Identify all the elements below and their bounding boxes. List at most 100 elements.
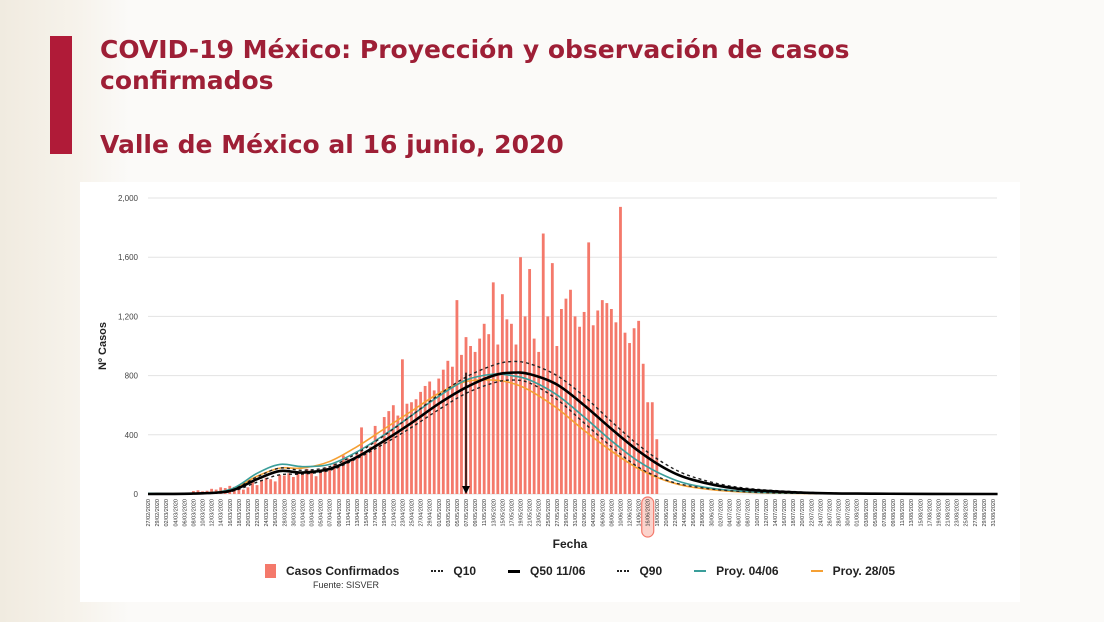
x-tick-label: 03/08/2020 bbox=[864, 499, 870, 527]
x-tick-label: 28/06/2020 bbox=[700, 499, 706, 527]
bar bbox=[237, 488, 241, 494]
x-tick-label: 31/05/2020 bbox=[573, 499, 579, 527]
x-tick-label: 08/07/2020 bbox=[746, 499, 752, 527]
x-tick-label: 25/08/2020 bbox=[964, 499, 970, 527]
bar bbox=[482, 323, 486, 494]
x-tick-label: 17/08/2020 bbox=[927, 499, 933, 527]
line-proy-0406 bbox=[147, 373, 998, 495]
bar bbox=[437, 378, 441, 494]
x-tick-label: 08/03/2020 bbox=[191, 499, 197, 527]
bar bbox=[600, 300, 604, 494]
bar bbox=[609, 309, 613, 494]
line-q50 bbox=[147, 371, 998, 496]
bar bbox=[637, 320, 641, 494]
bar bbox=[641, 363, 645, 494]
bar bbox=[650, 402, 654, 494]
x-tick-label: 03/05/2020 bbox=[446, 499, 452, 527]
x-tick-label: 11/04/2020 bbox=[346, 499, 352, 526]
y-axis-label: Nº Casos bbox=[97, 322, 109, 370]
x-tick-label: 29/05/2020 bbox=[564, 499, 570, 527]
y-tick-label: 1,200 bbox=[118, 312, 139, 321]
bar bbox=[441, 369, 445, 494]
x-tick-label: 15/05/2020 bbox=[500, 499, 506, 527]
bar bbox=[373, 425, 377, 494]
line-q90 bbox=[147, 360, 998, 495]
x-tick-label: 07/04/2020 bbox=[328, 499, 334, 527]
bar bbox=[269, 479, 273, 494]
x-tick-label: 21/08/2020 bbox=[946, 499, 952, 527]
bar bbox=[560, 309, 563, 494]
x-tick-label: 03/04/2020 bbox=[310, 499, 316, 527]
x-tick-label: 21/05/2020 bbox=[528, 499, 534, 527]
bar bbox=[423, 385, 427, 494]
x-tick-label: 29/08/2020 bbox=[982, 499, 988, 527]
peak-marker-arrowhead bbox=[462, 486, 471, 494]
bar bbox=[278, 474, 282, 494]
bar bbox=[305, 468, 309, 494]
legend-swatch-proy-2805 bbox=[810, 570, 823, 572]
legend-swatch-proy-0406 bbox=[694, 570, 707, 572]
bar bbox=[323, 467, 327, 494]
legend-item-q90: Q90 bbox=[617, 564, 662, 578]
legend-swatch-q10 bbox=[431, 570, 444, 572]
gridlines bbox=[148, 197, 997, 495]
x-tick-label: 05/04/2020 bbox=[319, 499, 325, 527]
bar bbox=[578, 326, 581, 494]
slide-title: COVID-19 México: Proyección y observació… bbox=[100, 35, 850, 95]
x-tick-label: 13/04/2020 bbox=[355, 499, 361, 527]
bar bbox=[491, 282, 495, 494]
bar-series bbox=[169, 206, 659, 494]
bar bbox=[469, 346, 472, 494]
x-tick-label: 23/05/2020 bbox=[537, 499, 543, 527]
bar bbox=[487, 334, 491, 494]
x-tick-label: 23/04/2020 bbox=[400, 499, 406, 527]
x-tick-label: 11/05/2020 bbox=[482, 499, 488, 526]
legend-item-q10: Q10 bbox=[431, 564, 476, 578]
bar bbox=[605, 303, 609, 494]
line-q10 bbox=[147, 379, 998, 495]
slide-subtitle: Valle de México al 16 junio, 2020 bbox=[100, 130, 564, 159]
x-tick-label: 02/03/2020 bbox=[164, 499, 170, 527]
legend-label: Q90 bbox=[639, 564, 663, 578]
x-tick-label: 16/03/2020 bbox=[228, 499, 234, 527]
x-tick-label: 09/04/2020 bbox=[337, 499, 343, 527]
x-tick-label: 20/07/2020 bbox=[800, 499, 806, 527]
legend-label: Q50 11/06 bbox=[530, 564, 586, 578]
bar bbox=[500, 294, 504, 494]
bar bbox=[351, 459, 354, 494]
bar bbox=[460, 354, 463, 494]
bar bbox=[632, 328, 636, 494]
x-tick-label: 12/03/2020 bbox=[210, 499, 216, 527]
x-tick-label: 26/03/2020 bbox=[273, 499, 279, 527]
bar bbox=[310, 470, 313, 494]
x-tick-label: 02/06/2020 bbox=[582, 499, 588, 527]
bar bbox=[219, 487, 223, 494]
x-tick-label: 27/02/2020 bbox=[146, 499, 152, 527]
bar bbox=[328, 468, 332, 494]
bar bbox=[364, 452, 368, 494]
bar bbox=[396, 415, 400, 494]
bar bbox=[569, 289, 572, 494]
x-tick-label: 27/04/2020 bbox=[419, 499, 425, 527]
legend: Casos Confirmados Q10 Q50 11/06 Q90 Proy… bbox=[265, 563, 927, 579]
x-tick-label: 25/05/2020 bbox=[546, 499, 552, 527]
bar bbox=[260, 479, 263, 494]
x-tick-label: 10/07/2020 bbox=[755, 499, 761, 527]
x-tick-label: 06/07/2020 bbox=[737, 499, 743, 527]
x-tick-label: 27/05/2020 bbox=[555, 499, 561, 527]
x-tick-label: 02/07/2020 bbox=[718, 499, 724, 527]
x-tick-label: 21/04/2020 bbox=[391, 499, 397, 527]
x-tick-label: 26/07/2020 bbox=[827, 499, 833, 527]
x-tick-label: 19/08/2020 bbox=[936, 499, 942, 527]
bar bbox=[282, 475, 286, 494]
bar bbox=[573, 316, 577, 494]
bar bbox=[528, 269, 532, 494]
x-tick-label: 06/03/2020 bbox=[182, 499, 188, 527]
bar bbox=[287, 473, 291, 494]
bar bbox=[541, 233, 545, 494]
x-tick-label: 10/03/2020 bbox=[201, 499, 207, 527]
y-tick-label: 1,600 bbox=[118, 253, 139, 262]
bar bbox=[505, 319, 509, 494]
bar bbox=[314, 476, 318, 494]
bar bbox=[241, 489, 245, 494]
